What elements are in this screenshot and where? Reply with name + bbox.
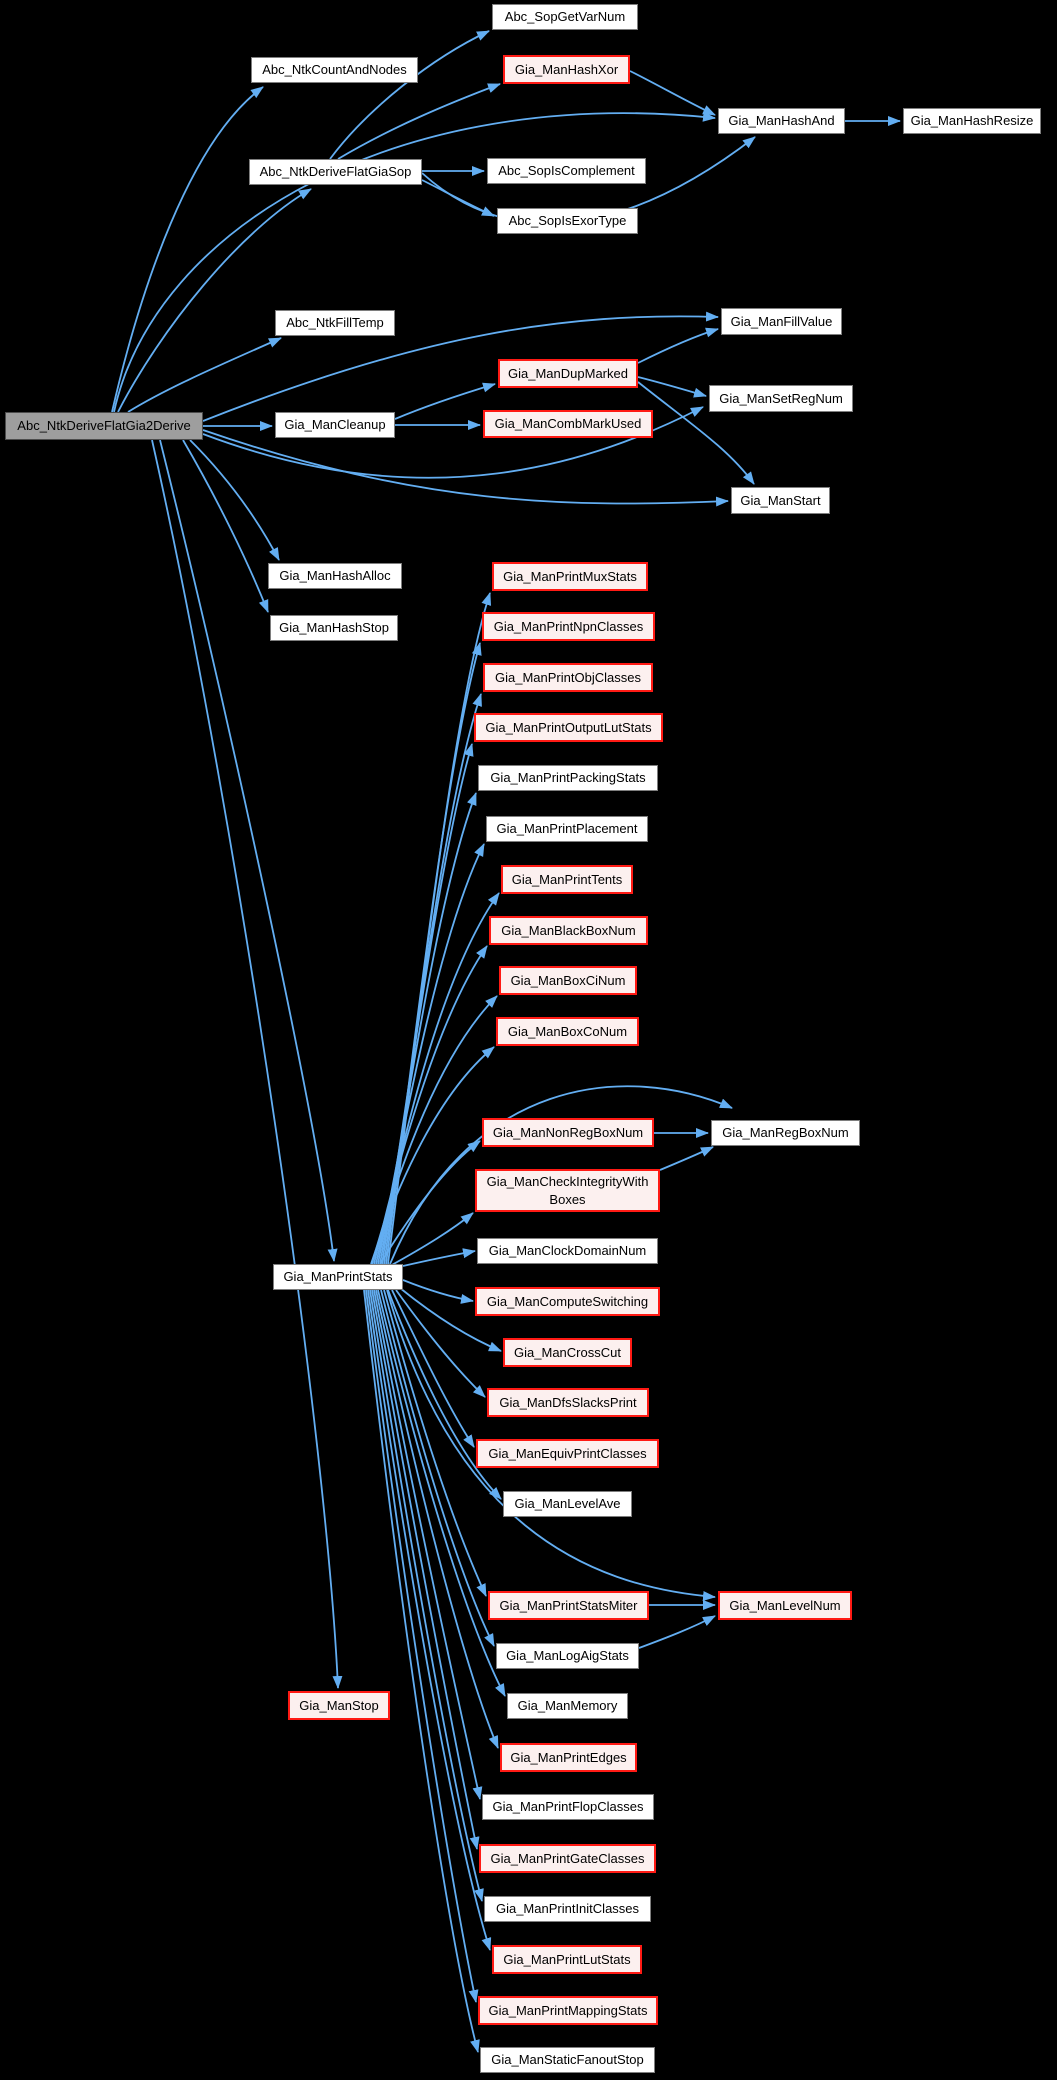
node-dfsSlacksPrint[interactable]: Gia_ManDfsSlacksPrint [487,1388,649,1417]
edge-dupMarked-to-manStart [637,381,755,485]
node-logAigStats[interactable]: Gia_ManLogAigStats [496,1643,639,1669]
edge-group [111,30,901,2053]
edge-printStats-to-boxCiNum [371,995,498,1265]
edge-root-to-countAndNodes [111,86,264,413]
node-printStatsMiter[interactable]: Gia_ManPrintStatsMiter [488,1591,649,1620]
node-outputLutStats[interactable]: Gia_ManPrintOutputLutStats [474,713,663,742]
edge-printStats-to-printStatsMiter [383,1289,487,1597]
node-dupMarked[interactable]: Gia_ManDupMarked [498,359,638,388]
node-clockDomainNum[interactable]: Gia_ManClockDomainNum [477,1238,658,1264]
edge-printStats-to-logAigStats [380,1289,495,1647]
edge-printStats-to-memory [377,1289,506,1697]
node-printEdges[interactable]: Gia_ManPrintEdges [500,1743,637,1772]
edge-printStats-to-clockDomainNum [402,1248,476,1267]
edge-root-to-ntkFillTemp [127,337,282,413]
node-ntkFillTemp[interactable]: Abc_NtkFillTemp [275,310,395,336]
edge-printStats-to-computeSwitching [402,1279,474,1304]
node-objClasses[interactable]: Gia_ManPrintObjClasses [483,663,653,692]
edge-hashXor-to-hashAnd [629,70,716,116]
edge-printStats-to-equivPrintClasses [391,1289,475,1448]
node-nonRegBoxNum[interactable]: Gia_ManNonRegBoxNum [482,1118,654,1147]
edge-root-to-hashStop [182,439,269,613]
node-countAndNodes[interactable]: Abc_NtkCountAndNodes [251,57,418,83]
node-fillValue[interactable]: Gia_ManFillValue [721,308,842,335]
node-packingStats[interactable]: Gia_ManPrintPackingStats [478,765,658,791]
node-boxCoNum[interactable]: Gia_ManBoxCoNum [496,1017,639,1046]
node-computeSwitching[interactable]: Gia_ManComputeSwitching [475,1287,660,1316]
node-boxCiNum[interactable]: Gia_ManBoxCiNum [499,966,637,995]
node-hashStop[interactable]: Gia_ManHashStop [270,615,398,641]
node-printMappingStats[interactable]: Gia_ManPrintMappingStats [478,1996,658,2025]
edge-checkIntegrity-to-regBoxNum [659,1146,714,1171]
node-levelAve[interactable]: Gia_ManLevelAve [503,1491,632,1517]
edge-printStats-to-dfsSlacksPrint [395,1289,486,1398]
edge-printStats-to-printMappingStats [365,1289,479,2003]
edge-printStats-to-boxCoNum [370,1046,495,1265]
node-equivPrintClasses[interactable]: Gia_ManEquivPrintClasses [476,1439,659,1468]
edge-root-to-setRegNum [202,406,704,479]
edge-dupMarked-to-setRegNum [637,376,707,398]
node-printPlacement[interactable]: Gia_ManPrintPlacement [486,816,648,842]
node-hashResize[interactable]: Gia_ManHashResize [903,108,1041,134]
node-printInitClasses[interactable]: Gia_ManPrintInitClasses [484,1896,651,1922]
node-sopGetVarNum[interactable]: Abc_SopGetVarNum [492,4,638,30]
node-hashAnd[interactable]: Gia_ManHashAnd [718,108,845,134]
node-cleanup[interactable]: Gia_ManCleanup [275,412,395,438]
edge-flatGiaSop-to-sopGetVarNum [329,30,490,160]
node-sopIsComplement[interactable]: Abc_SopIsComplement [487,158,646,184]
edge-logAigStats-to-levelNum [638,1615,716,1649]
edge-printStats-to-printGateClasses [371,1289,480,1850]
edge-printStats-to-printEdges [375,1289,499,1749]
node-sopIsExorType[interactable]: Abc_SopIsExorType [497,208,638,234]
node-checkIntegrity[interactable]: Gia_ManCheckIntegrityWith Boxes [475,1169,660,1212]
node-root: Abc_NtkDeriveFlatGia2Derive [5,412,203,440]
node-npnClasses[interactable]: Gia_ManPrintNpnClasses [482,612,655,641]
edge-root-to-stop [151,439,343,1689]
edge-printStats-to-staticFanoutStop [363,1289,480,2053]
edge-printStats-to-levelNum [386,1289,716,1601]
node-printLutStats[interactable]: Gia_ManPrintLutStats [492,1945,642,1974]
node-combMarkUsed[interactable]: Gia_ManCombMarkUsed [483,410,653,438]
edge-printStats-to-levelAve [387,1289,502,1500]
node-hashXor[interactable]: Gia_ManHashXor [503,55,630,84]
node-staticFanoutStop[interactable]: Gia_ManStaticFanoutStop [480,2047,655,2073]
node-manStart[interactable]: Gia_ManStart [731,487,830,514]
edge-printStats-to-checkIntegrity [389,1212,474,1267]
node-regBoxNum[interactable]: Gia_ManRegBoxNum [711,1120,860,1146]
edge-cleanup-to-dupMarked [394,382,496,420]
edge-root-to-printStats [159,439,338,1262]
edge-printStats-to-printInitClasses [369,1289,484,1902]
node-stop[interactable]: Gia_ManStop [288,1691,390,1720]
edge-printStats-to-printFlopClasses [373,1289,483,1800]
edge-root-to-manStart [202,429,729,507]
edge-flatGiaSop-to-hashXor [337,83,501,160]
edge-root-to-flatGiaSop [117,188,312,413]
node-blackBoxNum[interactable]: Gia_ManBlackBoxNum [489,916,648,945]
node-levelNum[interactable]: Gia_ManLevelNum [718,1591,852,1620]
node-flatGiaSop[interactable]: Abc_NtkDeriveFlatGiaSop [249,159,422,185]
edge-printStats-to-crossCut [399,1287,502,1352]
node-printFlopClasses[interactable]: Gia_ManPrintFlopClasses [482,1794,654,1820]
edge-root-to-fillValue [202,311,719,422]
edge-root-to-hashAlloc [189,439,280,561]
node-memory[interactable]: Gia_ManMemory [507,1693,628,1719]
edge-printStats-to-regBoxNum [389,1085,733,1265]
node-setRegNum[interactable]: Gia_ManSetRegNum [709,385,853,412]
node-hashAlloc[interactable]: Gia_ManHashAlloc [268,563,402,589]
node-printStats[interactable]: Gia_ManPrintStats [273,1264,403,1290]
edge-flatGiaSop-to-sopIsExorType [421,179,495,217]
node-printGateClasses[interactable]: Gia_ManPrintGateClasses [479,1844,656,1873]
node-crossCut[interactable]: Gia_ManCrossCut [503,1338,632,1367]
node-muxStats[interactable]: Gia_ManPrintMuxStats [492,562,648,591]
node-printTents[interactable]: Gia_ManPrintTents [501,865,633,894]
edge-dupMarked-to-fillValue [637,327,719,364]
edge-printStats-to-printLutStats [367,1289,492,1951]
